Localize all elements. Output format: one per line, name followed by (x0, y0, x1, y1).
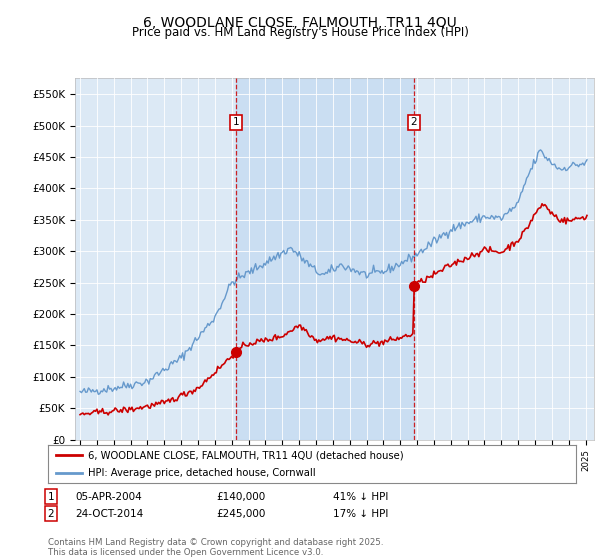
Text: 17% ↓ HPI: 17% ↓ HPI (333, 508, 388, 519)
Text: HPI: Average price, detached house, Cornwall: HPI: Average price, detached house, Corn… (88, 468, 315, 478)
Text: 05-APR-2004: 05-APR-2004 (75, 492, 142, 502)
Text: 6, WOODLANE CLOSE, FALMOUTH, TR11 4QU (detached house): 6, WOODLANE CLOSE, FALMOUTH, TR11 4QU (d… (88, 450, 403, 460)
Text: £140,000: £140,000 (216, 492, 265, 502)
Text: 6, WOODLANE CLOSE, FALMOUTH, TR11 4QU: 6, WOODLANE CLOSE, FALMOUTH, TR11 4QU (143, 16, 457, 30)
Text: 1: 1 (233, 118, 239, 127)
Bar (236, 78, 413, 440)
Text: 41% ↓ HPI: 41% ↓ HPI (333, 492, 388, 502)
Text: £245,000: £245,000 (216, 508, 265, 519)
Text: 1: 1 (47, 492, 55, 502)
Text: 2: 2 (410, 118, 417, 127)
Text: Price paid vs. HM Land Registry's House Price Index (HPI): Price paid vs. HM Land Registry's House … (131, 26, 469, 39)
Text: 2: 2 (47, 508, 55, 519)
Text: 24-OCT-2014: 24-OCT-2014 (75, 508, 143, 519)
Text: Contains HM Land Registry data © Crown copyright and database right 2025.
This d: Contains HM Land Registry data © Crown c… (48, 538, 383, 557)
